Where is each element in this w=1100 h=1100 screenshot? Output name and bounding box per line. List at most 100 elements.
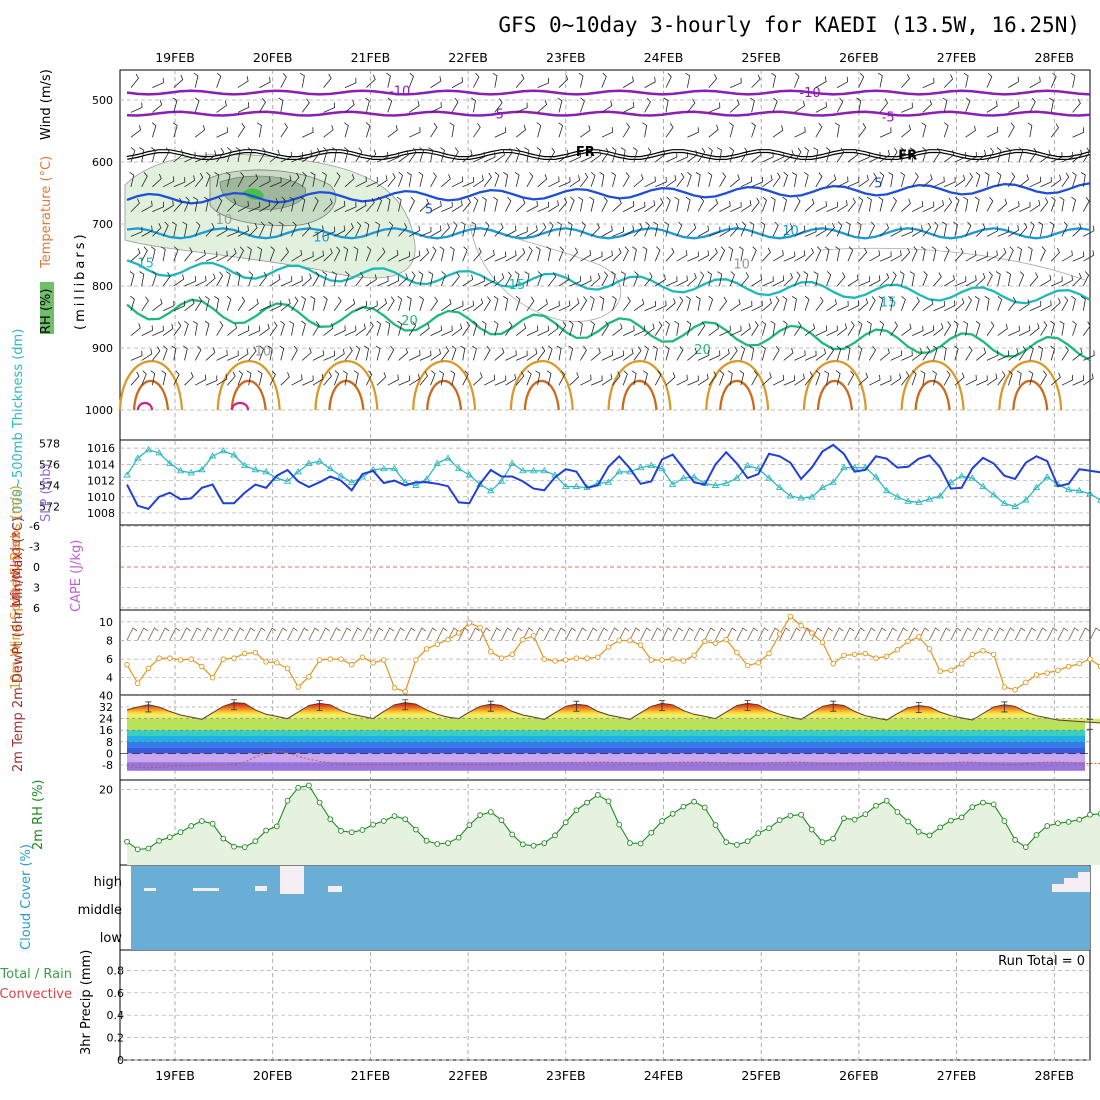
wind-barb bbox=[451, 271, 460, 287]
wind-barb bbox=[1083, 225, 1095, 237]
wind-barb bbox=[1029, 323, 1040, 336]
wind-barb bbox=[503, 172, 509, 187]
wind-barb bbox=[623, 225, 635, 237]
wind-barb bbox=[782, 295, 788, 311]
wind-barb bbox=[644, 345, 649, 361]
surface-wind-barb bbox=[212, 627, 223, 641]
rh-point bbox=[413, 826, 419, 833]
surface-wind-barb bbox=[768, 627, 780, 641]
wind-barb bbox=[150, 246, 156, 262]
wind-barb bbox=[708, 295, 714, 311]
wind-barb bbox=[933, 176, 945, 188]
wind-barb bbox=[171, 221, 177, 237]
date-label-bottom: 22FEB bbox=[448, 1068, 488, 1083]
date-label-top: 21FEB bbox=[351, 50, 391, 65]
wind-barb bbox=[953, 221, 958, 237]
wind-barb bbox=[440, 271, 446, 287]
wind-barb bbox=[505, 250, 517, 262]
wind-barb bbox=[739, 370, 745, 386]
temperature-minmax-bar bbox=[1001, 701, 1008, 713]
wind-barb bbox=[397, 320, 403, 336]
wind-barb bbox=[387, 172, 396, 188]
wind-barb bbox=[890, 321, 898, 336]
wind-barb bbox=[933, 300, 945, 312]
wind-barb bbox=[580, 125, 591, 138]
wind-barb bbox=[173, 74, 184, 88]
wind-barb bbox=[494, 251, 507, 262]
wind-barb bbox=[835, 370, 841, 386]
wind-barb bbox=[173, 274, 185, 287]
wind-barb bbox=[173, 246, 179, 262]
wind-barb bbox=[740, 147, 748, 163]
wind-barb bbox=[172, 122, 178, 138]
wind-speed-point bbox=[1055, 667, 1061, 674]
wind-barb bbox=[879, 149, 890, 163]
wind-barb bbox=[791, 172, 797, 187]
wind-barb bbox=[291, 152, 303, 163]
wind-barb bbox=[375, 221, 380, 237]
rh-point bbox=[948, 817, 954, 824]
isotherm-label: 15 bbox=[137, 256, 154, 271]
pressure-axis-label: (millibars) bbox=[73, 231, 88, 330]
rh-legend-label: RH (%) bbox=[39, 289, 54, 334]
wind-barb bbox=[280, 175, 292, 188]
wind-barb bbox=[719, 296, 728, 312]
rh-point bbox=[316, 799, 323, 806]
wind-speed-point bbox=[734, 649, 740, 656]
wind-barb bbox=[654, 321, 663, 336]
wind-barb bbox=[826, 201, 838, 212]
wind-barb bbox=[558, 74, 569, 88]
surface-wind-barb bbox=[1078, 627, 1090, 641]
wind-barb bbox=[1082, 271, 1090, 287]
wind-barb bbox=[623, 325, 635, 336]
wind-barb bbox=[537, 222, 547, 237]
wind-barb bbox=[685, 72, 691, 88]
wind-barb bbox=[269, 321, 278, 336]
thickness-point bbox=[1043, 473, 1051, 480]
wind-barb bbox=[430, 348, 441, 361]
temperature-band bbox=[127, 747, 1085, 754]
wind-barb bbox=[1040, 300, 1052, 312]
rh-point bbox=[669, 810, 676, 817]
wind-barb bbox=[505, 350, 517, 361]
wind-barb bbox=[408, 373, 420, 386]
wind-barb bbox=[214, 172, 220, 187]
thickness-point bbox=[454, 464, 463, 472]
cloud-level-label: low bbox=[100, 931, 123, 946]
wind-barb bbox=[729, 299, 741, 312]
wind-barb bbox=[173, 370, 180, 386]
wind-barb bbox=[312, 196, 319, 212]
wind-barb bbox=[708, 147, 713, 163]
wind-barb bbox=[385, 320, 391, 336]
wind-barb bbox=[986, 321, 995, 336]
wind-barb bbox=[547, 147, 556, 163]
temperature-band bbox=[127, 736, 1085, 742]
rh-point bbox=[359, 827, 366, 833]
wind-barb bbox=[655, 149, 666, 163]
rh-point bbox=[434, 841, 441, 847]
rh-point bbox=[915, 828, 922, 835]
wind-barb bbox=[826, 222, 835, 237]
wind-barb bbox=[632, 147, 638, 163]
thickness-point bbox=[390, 464, 399, 472]
wind-speed-point bbox=[209, 674, 216, 681]
wind-barb bbox=[1040, 197, 1049, 212]
lifted-index-tick-label: 3 bbox=[33, 581, 40, 594]
wind-barb bbox=[633, 346, 642, 361]
wind-barb bbox=[515, 124, 527, 138]
wind-barb bbox=[430, 296, 438, 312]
wind-barb bbox=[366, 321, 374, 336]
wind-barb bbox=[866, 320, 872, 336]
thickness-point bbox=[1064, 485, 1073, 493]
wind-barb bbox=[364, 221, 370, 237]
wind-barb bbox=[259, 345, 264, 361]
wind-speed-point bbox=[680, 658, 687, 664]
wind-barb bbox=[751, 197, 760, 212]
wind-barb bbox=[943, 246, 950, 262]
wind-barb bbox=[847, 246, 854, 262]
wind-barb bbox=[834, 122, 840, 138]
wind-barb bbox=[473, 175, 484, 188]
wind-barb bbox=[558, 197, 568, 212]
wind-barb bbox=[847, 149, 858, 163]
wind-speed-point bbox=[1033, 672, 1040, 678]
